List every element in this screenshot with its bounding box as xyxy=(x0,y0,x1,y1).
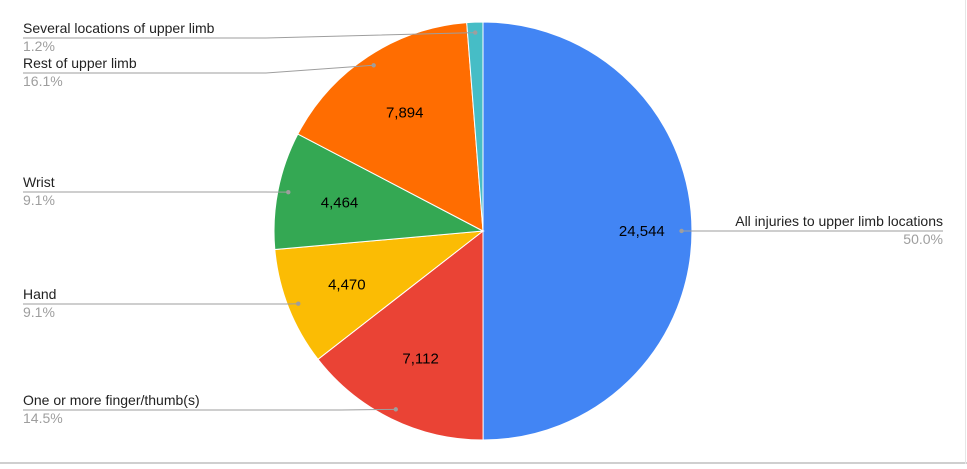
value-label-one-or-more-finger-thumb-s: 7,112 xyxy=(402,351,438,368)
callout-label-all-injuries-to-upper-limb-locations: All injuries to upper limb locations xyxy=(735,213,943,229)
callout-percent-rest-of-upper-limb: 16.1% xyxy=(23,73,63,89)
right-border xyxy=(965,0,966,464)
value-label-rest-of-upper-limb: 7,894 xyxy=(386,104,424,121)
callout-line-one-or-more-finger-thumb-s xyxy=(23,409,396,410)
value-label-all-injuries-to-upper-limb-locations: 24,544 xyxy=(619,223,665,240)
callout-label-wrist: Wrist xyxy=(23,174,55,190)
callout-label-several-locations-of-upper-limb: Several locations of upper limb xyxy=(23,20,215,36)
callout-percent-hand: 9.1% xyxy=(23,304,55,320)
value-label-hand: 4,470 xyxy=(328,277,366,294)
callout-percent-one-or-more-finger-thumb-s: 14.5% xyxy=(23,410,63,426)
value-label-wrist: 4,464 xyxy=(321,194,359,211)
callout-percent-several-locations-of-upper-limb: 1.2% xyxy=(23,38,55,54)
callout-label-rest-of-upper-limb: Rest of upper limb xyxy=(23,55,137,71)
callout-label-hand: Hand xyxy=(23,286,56,302)
callout-percent-all-injuries-to-upper-limb-locations: 50.0% xyxy=(903,231,943,247)
callout-percent-wrist: 9.1% xyxy=(23,192,55,208)
callout-label-one-or-more-finger-thumb-s: One or more finger/thumb(s) xyxy=(23,392,200,408)
